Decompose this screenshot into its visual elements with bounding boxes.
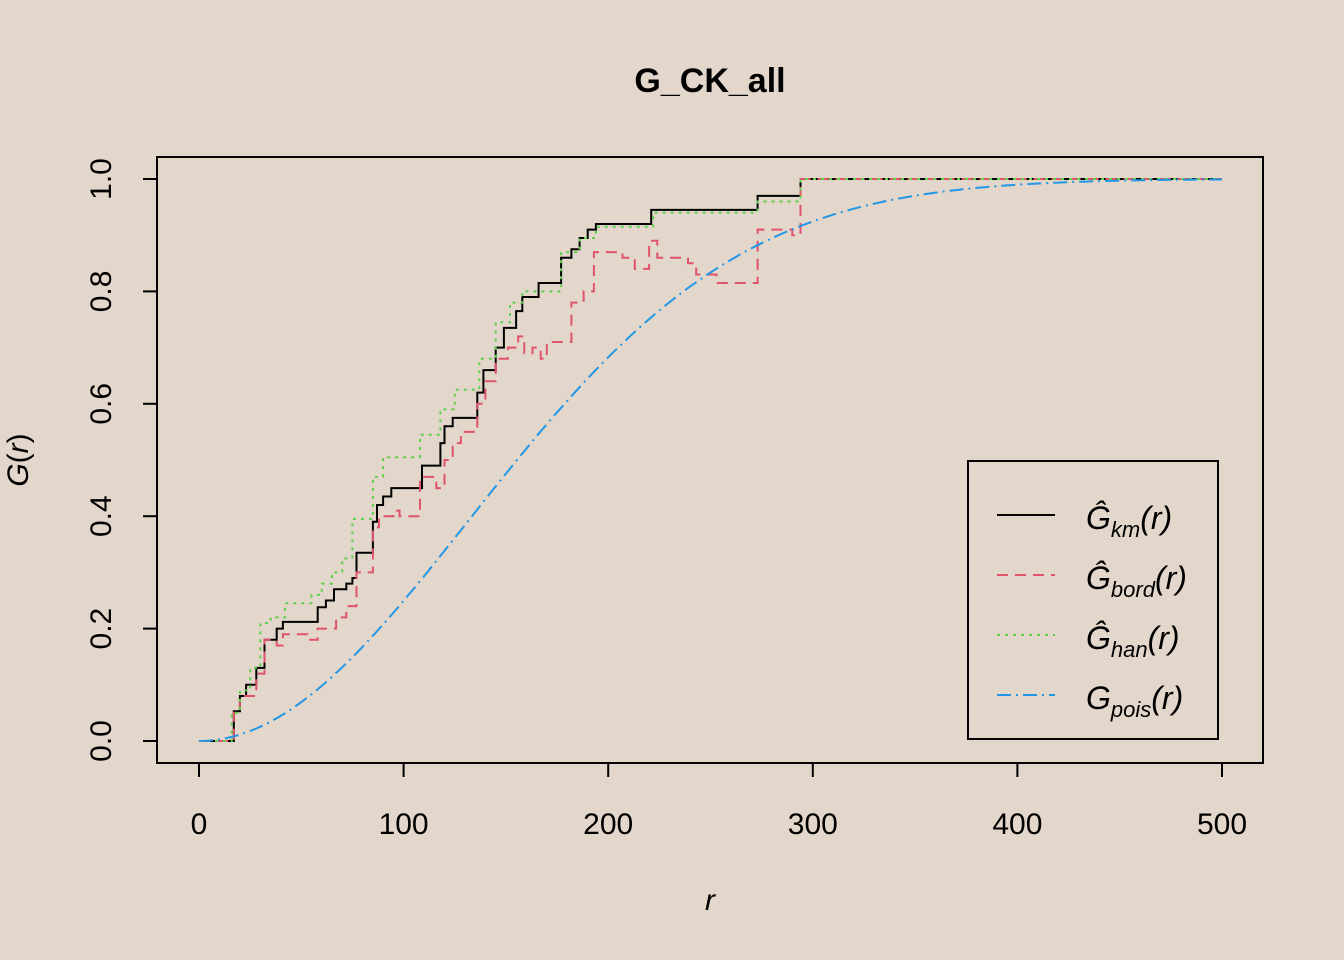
x-tick-label: 200 [583, 808, 633, 841]
y-axis-label: G(r) [2, 433, 35, 486]
y-tick-label: 0.6 [85, 383, 118, 425]
legend-label-han: Ĝhan(r) [1086, 620, 1180, 662]
legend-label-km: Ĝkm(r) [1086, 500, 1172, 542]
y-axis: 0.0 0.2 0.4 0.6 0.8 1.0 [85, 158, 158, 762]
legend-label-pois: Gpois(r) [1086, 680, 1183, 722]
x-tick-label: 500 [1197, 808, 1247, 841]
y-tick-label: 0.4 [85, 495, 118, 537]
series-layer [198, 178, 1223, 742]
x-axis-label: r [705, 884, 716, 917]
x-tick-label: 400 [992, 808, 1042, 841]
legend-box [967, 460, 1219, 740]
series-line-km [199, 178, 1222, 742]
y-tick-label: 0.8 [85, 271, 118, 313]
series-line-bord [199, 178, 1222, 742]
legend: Ĝkm(r) Ĝbord(r) Ĝhan(r) Gpois(r) [967, 460, 1219, 740]
y-tick-label: 0.0 [85, 720, 118, 762]
y-tick-label: 0.2 [85, 608, 118, 650]
x-tick-label: 0 [191, 808, 208, 841]
series-line-pois [198, 178, 1223, 742]
x-tick-label: 100 [379, 808, 429, 841]
y-tick-label: 1.0 [85, 158, 118, 200]
x-axis: 0 100 200 300 400 500 [191, 762, 1247, 841]
x-tick-label: 300 [788, 808, 838, 841]
chart-title: G_CK_all [634, 62, 785, 100]
legend-label-bord: Ĝbord(r) [1086, 560, 1187, 602]
